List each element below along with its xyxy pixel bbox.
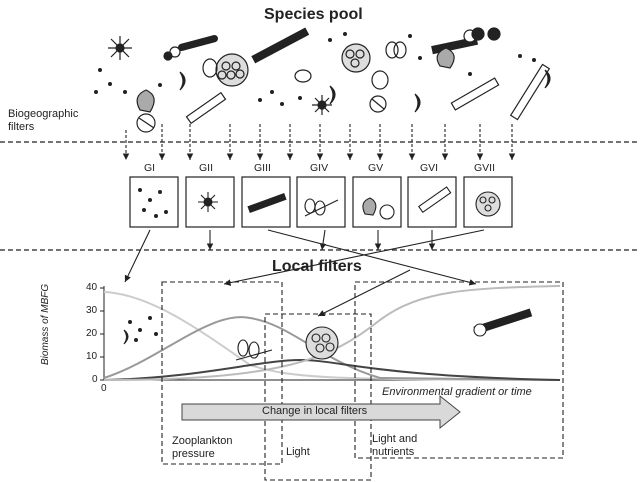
- group-label-gv: GV: [368, 162, 384, 174]
- group-label-giv: GIV: [310, 162, 329, 174]
- group-boxes: [129, 176, 513, 228]
- species-pool-title: Species pool: [264, 6, 363, 23]
- group-label-gvi: GVI: [420, 162, 439, 174]
- local-filters-title: Local filters: [272, 258, 362, 275]
- biogeographic-label-line2: filters: [8, 121, 35, 133]
- biogeographic-label-line1: Biogeographic: [8, 108, 79, 120]
- y-tick-0: 0: [92, 374, 98, 385]
- group-label-gvii: GVII: [474, 162, 496, 174]
- zooplankton-label-line2: pressure: [172, 448, 215, 460]
- light-label: Light: [286, 446, 310, 458]
- y-axis-label: Biomass of MBFG: [40, 283, 51, 365]
- species-pool-illustration: [94, 27, 551, 133]
- y-tick-10: 10: [86, 351, 98, 362]
- zooplankton-label-line1: Zooplankton: [172, 435, 233, 447]
- x-axis-label: Environmental gradient or time: [382, 386, 532, 398]
- x-zero-label: 0: [101, 383, 107, 394]
- y-tick-40: 40: [86, 282, 98, 293]
- y-tick-30: 30: [86, 305, 98, 316]
- light-nutrients-label-line1: Light and: [372, 433, 418, 445]
- group-label-gi: GI: [144, 162, 156, 174]
- change-arrow-label: Change in local filters: [262, 405, 368, 417]
- y-tick-20: 20: [86, 328, 98, 339]
- group-label-giii: GIII: [254, 162, 271, 174]
- light-nutrients-label-line2: nutrients: [372, 446, 415, 458]
- group-label-gii: GII: [199, 162, 214, 174]
- biomass-plot: [100, 285, 561, 381]
- change-arrow: [181, 394, 461, 430]
